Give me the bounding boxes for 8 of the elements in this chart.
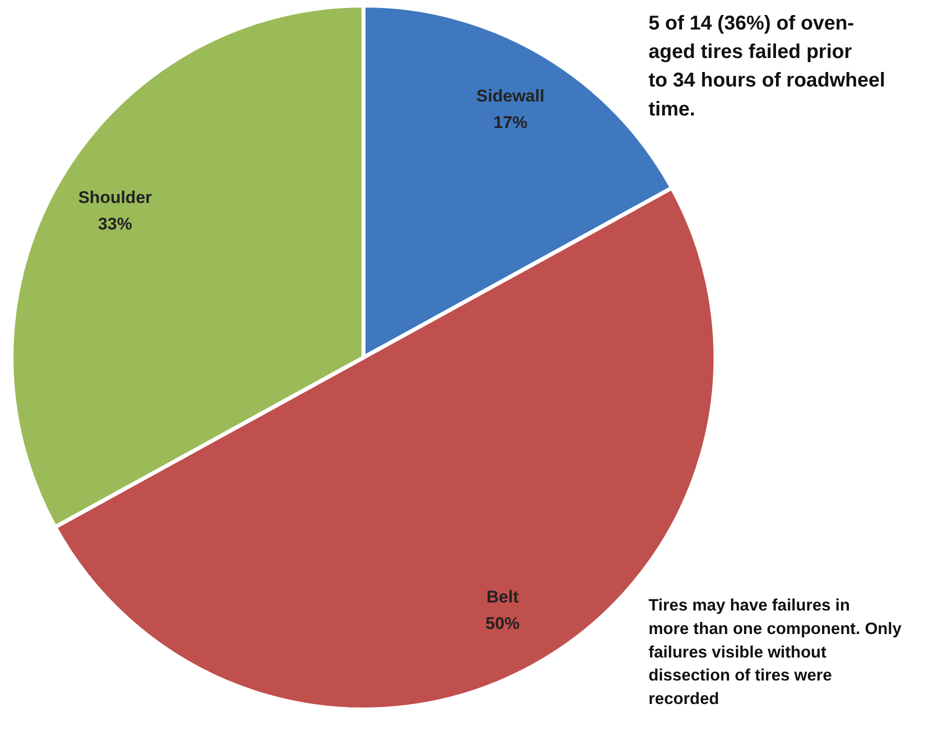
text: Tires may have failures in more than one component. Only failures visible without dissection of tires were recorded [648, 596, 902, 708]
slice-label: Sidewall [476, 86, 544, 106]
data-label: 50% [486, 614, 520, 634]
data-label: 33% [98, 214, 132, 234]
slice-label: Belt [486, 588, 519, 607]
slice-label: Shoulder [78, 188, 152, 207]
data-label: 17% [493, 112, 528, 132]
text: 5 of 14 (36%) of oven-aged tires failed prior to 34 hours of roadwheel time. [648, 12, 886, 120]
